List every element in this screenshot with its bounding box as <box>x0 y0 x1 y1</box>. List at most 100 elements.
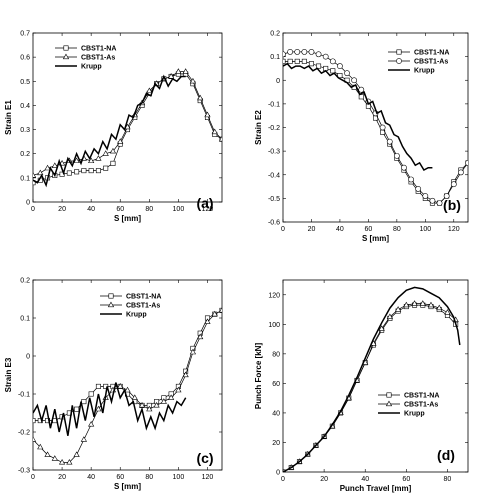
y-tick-label: 0.4 <box>20 103 30 110</box>
point-square-7 <box>330 68 336 74</box>
series-cbst1-as <box>33 306 222 465</box>
y-tick-label: 20 <box>272 440 280 447</box>
x-tick-label: 100 <box>419 226 431 233</box>
legend-label: CBST1-As <box>404 402 438 409</box>
point-square-7 <box>81 399 87 405</box>
point-circle-19 <box>415 186 422 192</box>
point-triangle-9 <box>95 155 102 161</box>
y-tick-label: 0.1 <box>270 54 280 61</box>
plot-frame <box>32 32 223 203</box>
x-tick-label: 120 <box>448 226 460 233</box>
y-tick-label: 0 <box>26 354 30 361</box>
point-triangle-22 <box>189 348 197 355</box>
x-axis-title: S [mm] <box>114 482 141 491</box>
x-axis-title: S [mm] <box>114 214 141 223</box>
series-krupp <box>33 382 187 436</box>
point-square-2 <box>45 418 51 424</box>
point-triangle-17 <box>419 300 426 306</box>
panel-label: (d) <box>437 447 455 463</box>
point-triangle-19 <box>168 73 175 79</box>
point-square-9 <box>95 168 101 174</box>
point-triangle-19 <box>168 394 175 400</box>
point-circle-15 <box>386 138 393 145</box>
point-triangle-16 <box>411 300 418 306</box>
series-line <box>283 61 468 204</box>
x-tick-label: 60 <box>116 206 124 213</box>
y-tick-label: -0.1 <box>18 392 30 399</box>
x-tick-label: 120 <box>202 206 214 213</box>
point-square-6 <box>74 406 80 412</box>
point-triangle-9 <box>95 405 102 412</box>
point-circle-25 <box>457 169 464 176</box>
point-square-8 <box>88 391 94 397</box>
panel-label: (a) <box>196 195 213 211</box>
series-line <box>33 310 222 463</box>
point-triangle-22 <box>189 77 197 84</box>
legend-label: CBST1-As <box>414 59 448 66</box>
point-square-4 <box>59 171 65 177</box>
x-tick-label: 120 <box>202 474 214 481</box>
y-axis-title: Strain E3 <box>4 357 13 392</box>
legend-label: CBST1-NA <box>414 50 449 57</box>
point-circle-10 <box>351 77 358 84</box>
legend: CBST1-NA CBST1-As Krupp <box>378 392 439 418</box>
series-line <box>283 303 456 472</box>
point-triangle-25 <box>211 128 218 135</box>
series-line <box>283 51 468 204</box>
legend-label: CBST1-NA <box>404 393 439 400</box>
series-cbst1-na <box>283 302 459 472</box>
y-tick-label: -0.3 <box>18 468 30 475</box>
x-tick-label: 100 <box>173 206 185 213</box>
point-triangle-legend <box>62 53 70 60</box>
x-tick-label: 80 <box>444 476 452 483</box>
point-circle-17 <box>401 164 407 171</box>
point-square-10 <box>103 383 109 389</box>
point-square-legend <box>108 293 114 299</box>
point-circle-1 <box>287 49 294 55</box>
point-square-2 <box>294 58 300 64</box>
point-triangle-12 <box>117 382 124 389</box>
plot-frame <box>282 279 469 473</box>
point-triangle-26 <box>218 135 222 142</box>
series-krupp <box>283 286 461 472</box>
point-triangle-6 <box>73 157 80 164</box>
legend-label: CBST1-NA <box>81 46 116 53</box>
y-tick-label: 120 <box>268 292 280 299</box>
point-triangle-10 <box>102 150 109 156</box>
legend-label: CBST1-NA <box>126 294 161 301</box>
point-square-11 <box>358 94 364 100</box>
point-triangle-3 <box>51 455 58 461</box>
point-triangle-19 <box>436 304 443 311</box>
point-square-legend <box>396 49 402 55</box>
legend-label: CBST1-As <box>126 303 160 310</box>
legend: CBST1-NA CBST1-As Krupp <box>388 49 449 75</box>
point-circle-16 <box>393 152 400 159</box>
legend-label: Krupp <box>404 411 425 418</box>
point-triangle-8 <box>88 420 95 427</box>
x-tick-label: 80 <box>393 226 401 233</box>
y-tick-label: 0.3 <box>20 127 30 134</box>
point-triangle-24 <box>204 111 211 118</box>
point-square-legend <box>386 392 392 398</box>
x-tick-label: 60 <box>116 474 124 481</box>
y-tick-label: 40 <box>272 410 280 417</box>
point-circle-6 <box>322 53 329 60</box>
y-tick-label: 0.6 <box>20 55 30 62</box>
y-axis-title: Strain E2 <box>254 110 263 145</box>
point-circle-24 <box>450 181 457 188</box>
point-triangle-2 <box>44 164 51 171</box>
point-triangle-21 <box>182 371 189 378</box>
point-triangle-0 <box>33 436 37 442</box>
point-triangle-20 <box>175 68 182 74</box>
x-tick-label: 100 <box>173 474 185 481</box>
x-tick-label: 40 <box>87 474 95 481</box>
point-square-0 <box>33 180 36 186</box>
legend: CBST1-NA CBST1-As Krupp <box>100 293 161 319</box>
point-circle-18 <box>408 176 414 183</box>
y-tick-label: 0.1 <box>20 175 30 182</box>
point-triangle-legend <box>107 301 115 308</box>
y-tick-label: 100 <box>268 322 280 329</box>
point-triangle-18 <box>427 301 435 308</box>
plot-frame <box>32 279 223 471</box>
point-triangle-12 <box>378 325 385 331</box>
